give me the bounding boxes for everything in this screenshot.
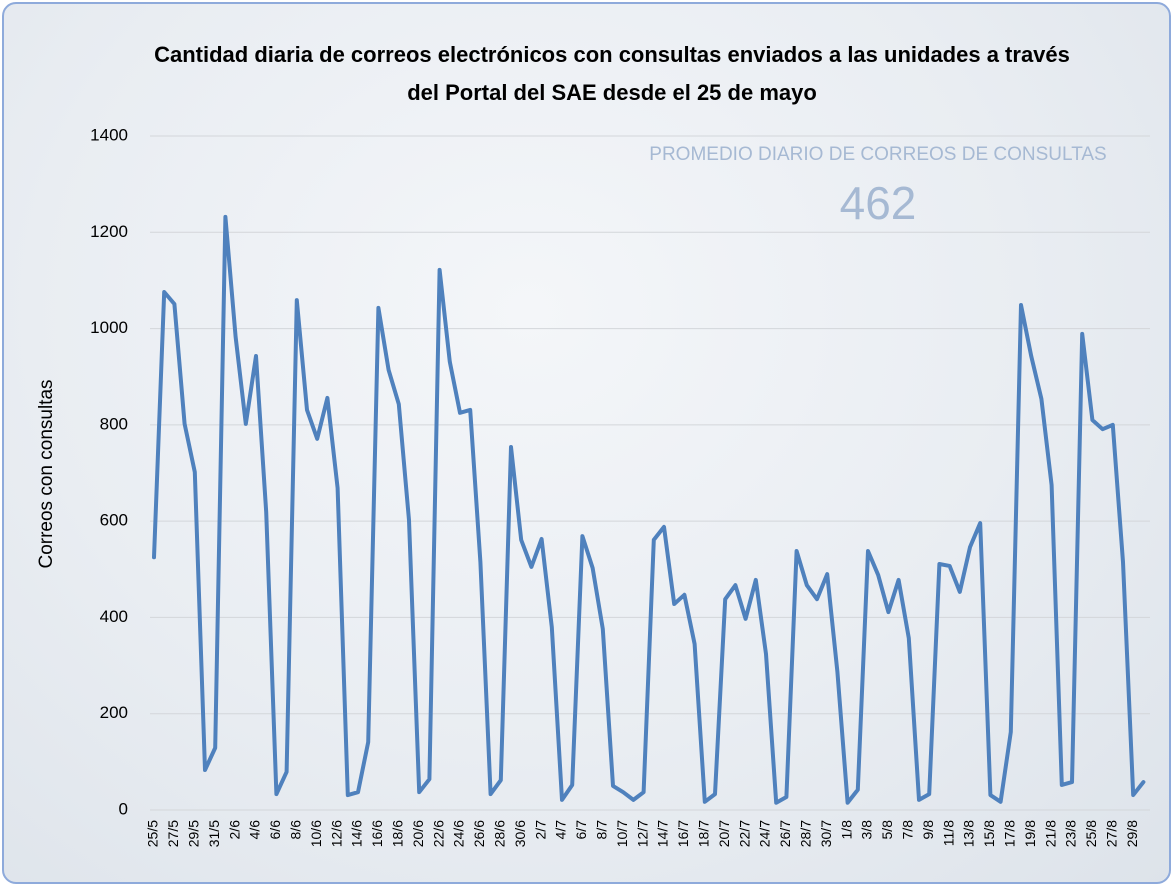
x-tick-label: 18/6: [390, 820, 406, 847]
chart-title: Cantidad diaria de correos electrónicos …: [154, 42, 1070, 105]
x-tick-label: 19/8: [1022, 820, 1038, 847]
x-tick-label: 2/7: [532, 820, 548, 840]
y-tick-label: 1400: [90, 125, 128, 144]
y-tick-label: 400: [100, 607, 128, 626]
data-line: [152, 214, 1146, 805]
y-tick-label: 1000: [90, 318, 128, 337]
x-tick-label: 8/6: [288, 820, 304, 840]
x-tick-label: 24/6: [451, 820, 467, 847]
x-tick-label: 30/7: [818, 820, 834, 847]
x-tick-label: 4/7: [553, 820, 569, 840]
x-tick-label: 25/8: [1083, 820, 1099, 847]
x-tick-label: 26/7: [777, 820, 793, 847]
x-tick-label: 9/8: [920, 820, 936, 840]
x-tick-label: 17/8: [1002, 820, 1018, 847]
x-tick-label: 27/5: [165, 820, 181, 847]
x-tick-label: 30/6: [512, 820, 528, 847]
x-tick-label: 24/7: [757, 820, 773, 847]
x-tick-label: 15/8: [981, 820, 997, 847]
annotation-label: PROMEDIO DIARIO DE CORREOS DE CONSULTAS: [649, 144, 1106, 165]
y-tick-label: 200: [100, 703, 128, 722]
x-tick-label: 26/6: [471, 820, 487, 847]
x-tick-label: 28/7: [798, 820, 814, 847]
y-tick-label: 600: [100, 511, 128, 530]
x-tick-label: 12/6: [328, 820, 344, 847]
x-tick-label: 13/8: [961, 820, 977, 847]
y-tick-label: 1200: [90, 222, 128, 241]
y-tick-label: 0: [119, 799, 128, 818]
x-tick-label: 20/6: [410, 820, 426, 847]
x-tick-label: 20/7: [716, 820, 732, 847]
x-tick-label: 2/6: [226, 820, 242, 840]
y-tick-label: 800: [100, 414, 128, 433]
annotation-value: 462: [840, 177, 917, 229]
x-tick-label: 21/8: [1042, 820, 1058, 847]
x-tick-label: 23/8: [1063, 820, 1079, 847]
chart: Correos con consultas PROMEDIO DIARIO DE…: [36, 125, 1150, 847]
x-tick-label: 4/6: [247, 820, 263, 840]
x-tick-label: 16/7: [675, 820, 691, 847]
x-tick-label: 10/6: [308, 820, 324, 847]
x-tick-label: 27/8: [1104, 820, 1120, 847]
x-tick-label: 11/8: [940, 820, 956, 846]
x-tick-label: 14/7: [655, 820, 671, 847]
x-tick-label: 22/7: [736, 820, 752, 847]
x-tick-label: 14/6: [349, 820, 365, 847]
x-tick-label: 25/5: [145, 820, 161, 847]
x-tick-label: 29/8: [1124, 820, 1140, 847]
x-tick-label: 1/8: [838, 820, 854, 840]
x-tick-label: 12/7: [634, 820, 650, 847]
x-tick-label: 31/5: [206, 820, 222, 847]
x-tick-label: 6/6: [267, 820, 283, 840]
x-tick-label: 3/8: [859, 820, 875, 840]
x-tick-label: 28/6: [492, 820, 508, 847]
x-tick-label: 10/7: [614, 820, 630, 847]
x-tick-label: 29/5: [186, 820, 202, 847]
x-tick-label: 8/7: [594, 820, 610, 840]
x-tick-label: 6/7: [573, 820, 589, 840]
y-axis-label: Correos con consultas: [36, 379, 57, 568]
x-tick-label: 5/8: [879, 820, 895, 840]
x-tick-label: 7/8: [900, 820, 916, 840]
x-tick-label: 18/7: [696, 820, 712, 847]
x-tick-label: 16/6: [369, 820, 385, 847]
x-tick-label: 22/6: [430, 820, 446, 847]
